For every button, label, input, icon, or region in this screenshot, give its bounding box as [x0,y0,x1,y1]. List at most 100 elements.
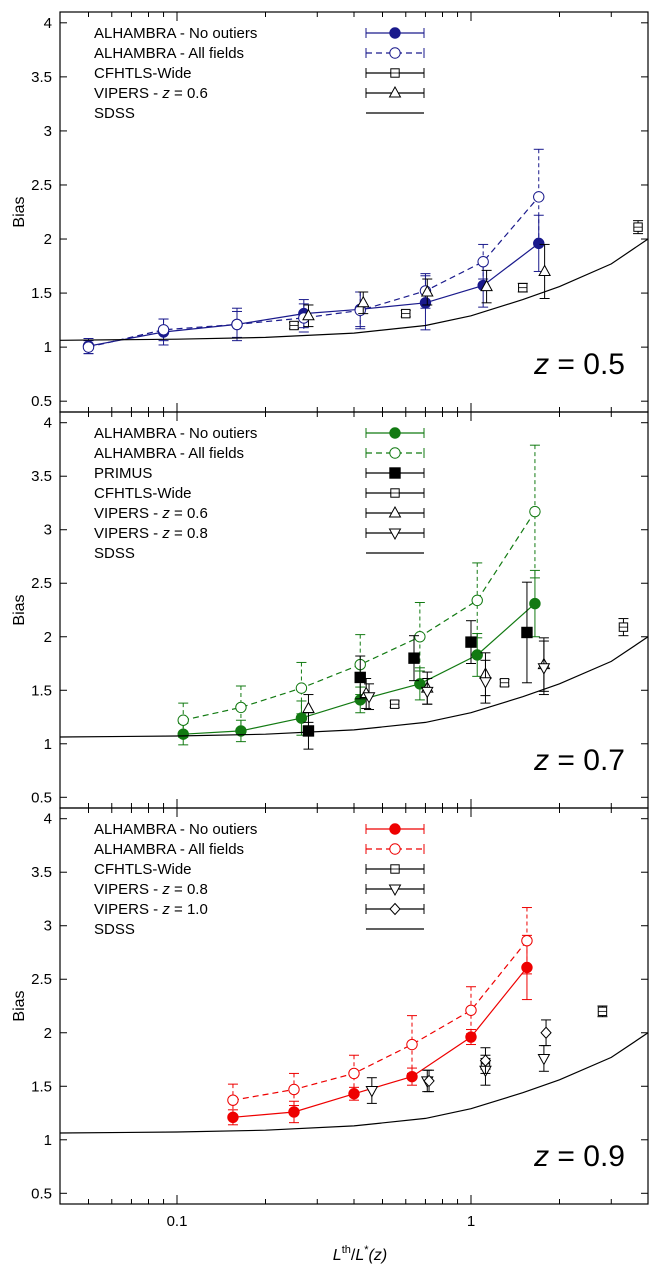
panel-2-alh_all-point [227,1094,239,1106]
panel-1-redshift-label: z = 0.7 [533,744,625,777]
panel-0-legend-label-2: CFHTLS-Wide [94,65,192,82]
panel-2-legend-label-5: SDSS [94,921,135,938]
panel-2-series-vipers08 [365,1045,551,1104]
panel-2-vipers10-point [540,1026,552,1040]
panel-0-legend-var: z [161,85,170,102]
panel-2-ytick-label: 3 [44,918,52,935]
panel-2-legend-marker-3 [388,884,402,897]
panel-1-legend-text: ALHAMBRA - All fields [94,445,244,462]
panel-1-alh_all-point [471,594,483,607]
x-axis-title-th: th [342,1244,351,1256]
panel-2-legend-marker-4 [389,902,401,916]
panel-2-cfhtls-point [597,1006,608,1017]
panel-1-legend-text: PRIMUS [94,465,152,482]
x-axis-title-L: L [333,1247,342,1264]
panel-1-legend-marker-1 [389,447,401,459]
panel-1-legend-value: = 0.8 [170,525,208,542]
panel-0-cfhtls-point [401,308,411,319]
panel-0-sdss-curve [60,238,648,341]
x-tick-label: 0.1 [167,1213,188,1230]
panel-1-alh_no-point [471,649,483,661]
panel-2-legend: ALHAMBRA - No outiers ALHAMBRA - All fiel… [94,821,425,938]
panel-0-legend-text: ALHAMBRA - No outiers [94,25,257,42]
panel-0-legend-label-4: SDSS [94,105,135,122]
panel-1-legend: ALHAMBRA - No outiers ALHAMBRA - All fiel… [94,425,425,562]
panel-0-legend-label-1: ALHAMBRA - All fields [94,45,244,62]
panel-0-alh_all-line [88,196,540,348]
panel-1-ytick-label: 1 [44,736,52,753]
panel-1-alh_all-line [183,511,536,721]
panel-1-redshift-var: z [533,744,549,777]
panel-1-legend-marker-2 [389,467,401,479]
panel-0-legend-text: CFHTLS-Wide [94,65,192,82]
panel-1-primus-point [408,652,420,664]
panel-2-legend-text: ALHAMBRA - No outiers [94,821,257,838]
panel-0-ytick-label: 3.5 [31,69,52,86]
panel-1-alh_all-point [235,701,247,714]
panel-2-ytick-label: 1.5 [31,1078,52,1095]
panel-0-ytick-label: 4 [44,15,52,32]
panel-2-alh_all-point [288,1083,300,1096]
panel-1-legend-text: CFHTLS-Wide [94,485,192,502]
panel-1-alh_all-point [529,505,541,518]
panel-1-legend-marker-0 [389,427,401,439]
panel-2-sdss-curve [60,1032,648,1134]
panel-0-series-alh_all [82,148,545,355]
panel-2-series-sdss [60,1032,648,1134]
panel-0-series-vipers06 [302,243,551,328]
panel-2-series-alh_all [227,907,533,1117]
panel-1-alh_all-point [295,682,308,694]
panel-0-alh_all-point [533,191,545,203]
x-axis-title-slash: / [351,1247,356,1264]
panel-1-primus-point [302,725,315,737]
panel-2-redshift-value: = 0.9 [549,1140,625,1173]
panel-0-legend-text: SDSS [94,105,135,122]
panel-0-redshift-var: z [533,348,549,381]
panel-1-legend-text: SDSS [94,545,135,562]
panel-1-legend-label-0: ALHAMBRA - No outiers [94,425,257,442]
panel-1-legend-label-1: ALHAMBRA - All fields [94,445,244,462]
panel-0-ylabel: Bias [11,196,28,227]
panel-0-ytick-label: 2 [44,231,52,248]
panel-1-ytick-label: 2 [44,629,52,646]
panel-0-cfhtls-point [633,222,643,232]
panel-0-alh_all-point [231,318,243,331]
panel-1-legend-label-2: PRIMUS [94,465,152,482]
panel-0-legend-value: = 0.6 [170,85,208,102]
panel-2-alh_no-point [227,1111,239,1124]
panel-1-legend-text: VIPERS - [94,525,162,542]
panel-0-cfhtls-point [518,282,528,293]
panel-2-legend-label-4: VIPERS - z = 1.0 [94,901,208,918]
panel-1-alh_all-point [414,631,426,643]
panel-2-series-vipers10 [423,1019,552,1093]
panel-0-ytick-label: 3 [44,123,52,140]
panel-0-legend-text: VIPERS - [94,85,162,102]
panel-1-legend-marker-5 [388,528,402,541]
panel-2-legend-value: = 1.0 [170,901,208,918]
panel-2-ytick-label: 1 [44,1132,52,1149]
panel-1-ytick-label: 0.5 [31,789,52,806]
panel-2-alh_no-line [232,967,528,1118]
panel-0-alh_no-line [88,242,540,347]
panel-0-vipers06-point [356,295,370,308]
panel-1-ytick-label: 3 [44,522,52,539]
panel-1-legend-text: ALHAMBRA - No outiers [94,425,257,442]
panel-2-plot-area [60,907,648,1134]
panel-1-legend-var: z [161,505,170,522]
panel-1-vipers08-point [537,663,551,675]
panel-1-legend-label-5: VIPERS - z = 0.8 [94,525,208,542]
panel-2-legend-text: ALHAMBRA - All fields [94,841,244,858]
panel-2-ylabel: Bias [11,990,28,1021]
panel-0-vipers06-point [538,264,551,276]
panel-0-redshift-value: = 0.5 [549,348,625,381]
panel-2-legend-label-3: VIPERS - z = 0.8 [94,881,208,898]
panel-2-legend-marker-2 [390,864,400,874]
panel-2-legend-text: SDSS [94,921,135,938]
panel-0-alh_all-point [82,341,95,353]
panel-1-vipers08-point [479,677,492,689]
panel-0-legend-marker-2 [390,68,400,78]
panel-0-vipers06-point [420,284,434,297]
panel-1-primus-point [354,671,366,684]
panel-2-vipers08-point [537,1053,551,1066]
